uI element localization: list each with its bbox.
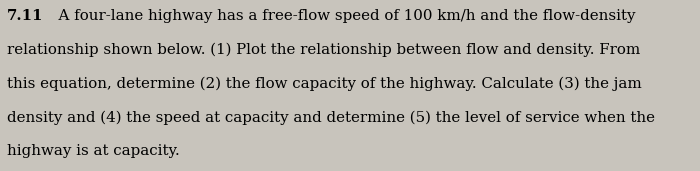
Text: this equation, determine (2) the flow capacity of the highway. Calculate (3) the: this equation, determine (2) the flow ca… [7,76,642,91]
Text: A four-lane highway has a free-flow speed of 100 km/h and the flow-density: A four-lane highway has a free-flow spee… [49,9,636,23]
Text: 7.11: 7.11 [7,9,43,23]
Text: highway is at capacity.: highway is at capacity. [7,144,180,158]
Text: density and (4) the speed at capacity and determine (5) the level of service whe: density and (4) the speed at capacity an… [7,110,655,124]
Text: relationship shown below. (1) Plot the relationship between flow and density. Fr: relationship shown below. (1) Plot the r… [7,42,640,57]
